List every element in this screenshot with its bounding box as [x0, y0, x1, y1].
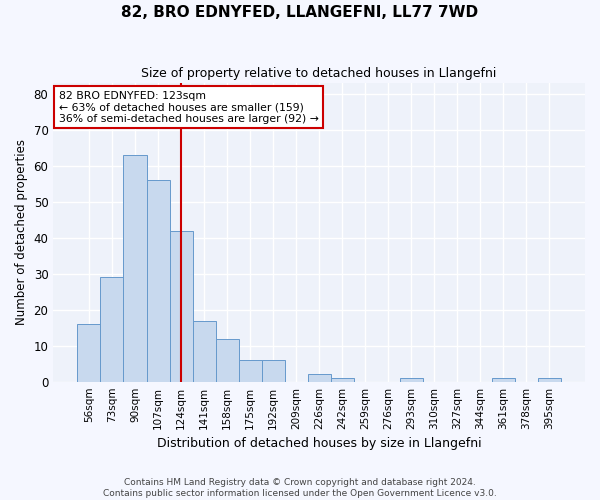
Bar: [124, 155, 146, 382]
Bar: [170, 230, 193, 382]
Bar: [262, 360, 284, 382]
Bar: [492, 378, 515, 382]
Y-axis label: Number of detached properties: Number of detached properties: [15, 140, 28, 326]
Bar: [331, 378, 353, 382]
Bar: [400, 378, 423, 382]
Bar: [215, 338, 239, 382]
Text: 82, BRO EDNYFED, LLANGEFNI, LL77 7WD: 82, BRO EDNYFED, LLANGEFNI, LL77 7WD: [121, 5, 479, 20]
Bar: [308, 374, 331, 382]
Bar: [239, 360, 262, 382]
Text: 82 BRO EDNYFED: 123sqm
← 63% of detached houses are smaller (159)
36% of semi-de: 82 BRO EDNYFED: 123sqm ← 63% of detached…: [59, 90, 319, 124]
Text: Contains HM Land Registry data © Crown copyright and database right 2024.
Contai: Contains HM Land Registry data © Crown c…: [103, 478, 497, 498]
Bar: [100, 278, 124, 382]
X-axis label: Distribution of detached houses by size in Llangefni: Distribution of detached houses by size …: [157, 437, 481, 450]
Bar: [146, 180, 170, 382]
Bar: [193, 320, 215, 382]
Bar: [538, 378, 561, 382]
Title: Size of property relative to detached houses in Llangefni: Size of property relative to detached ho…: [142, 68, 497, 80]
Bar: [77, 324, 100, 382]
